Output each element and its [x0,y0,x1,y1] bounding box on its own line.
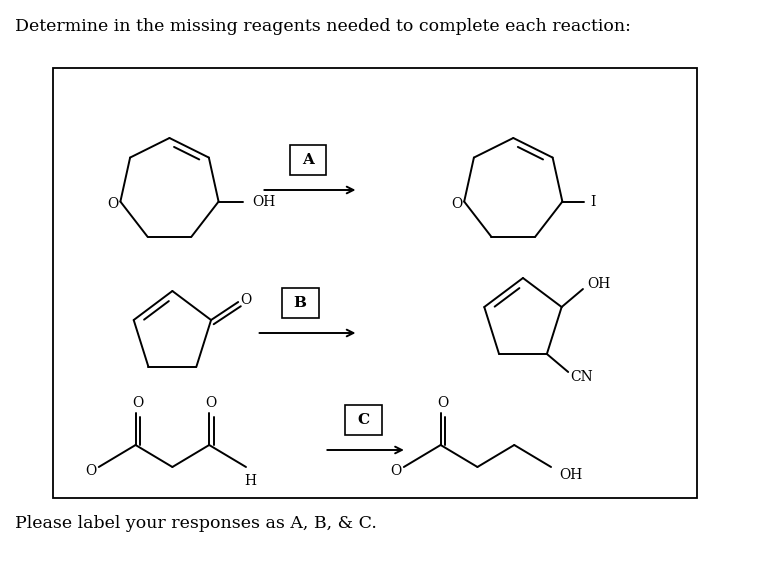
Text: C: C [357,413,370,427]
Text: Determine in the missing reagents needed to complete each reaction:: Determine in the missing reagents needed… [15,18,630,35]
Text: OH: OH [559,468,582,482]
Text: OH: OH [587,277,610,291]
Text: OH: OH [253,194,275,209]
Text: B: B [294,296,307,310]
Text: O: O [450,197,462,211]
Text: O: O [132,396,143,410]
Bar [289,145,326,175]
Text: O: O [240,293,251,307]
Text: O: O [205,396,217,410]
Text: A: A [302,153,314,167]
Text: O: O [437,396,448,410]
Bar [282,288,319,318]
Text: H: H [244,474,256,488]
Bar [345,405,381,435]
Text: Please label your responses as A, B, & C.: Please label your responses as A, B, & C… [15,515,377,532]
Text: CN: CN [570,370,593,384]
Text: O: O [391,464,401,478]
Text: O: O [107,197,118,211]
Text: I: I [591,194,596,209]
Bar [53,68,697,498]
Text: O: O [86,464,96,478]
